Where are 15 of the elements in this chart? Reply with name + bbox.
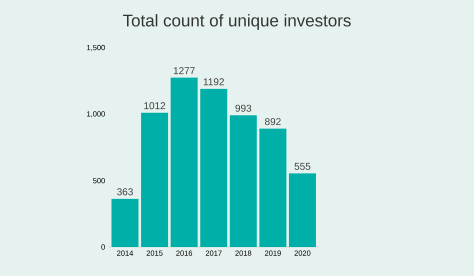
bar [259,128,286,247]
bar [112,198,138,247]
bar [230,115,257,247]
bar [141,112,168,247]
data-label: 363 [117,188,133,196]
data-label: 1277 [174,67,195,74]
data-label: 555 [294,162,310,170]
data-label: 1192 [204,78,224,86]
data-label: 993 [235,104,252,112]
data-label: 892 [265,118,281,126]
data-label: 1012 [144,102,166,110]
bar [170,78,198,247]
chart-title: Total count of unique investors [122,14,351,30]
bar [288,173,316,247]
bar [200,88,228,247]
